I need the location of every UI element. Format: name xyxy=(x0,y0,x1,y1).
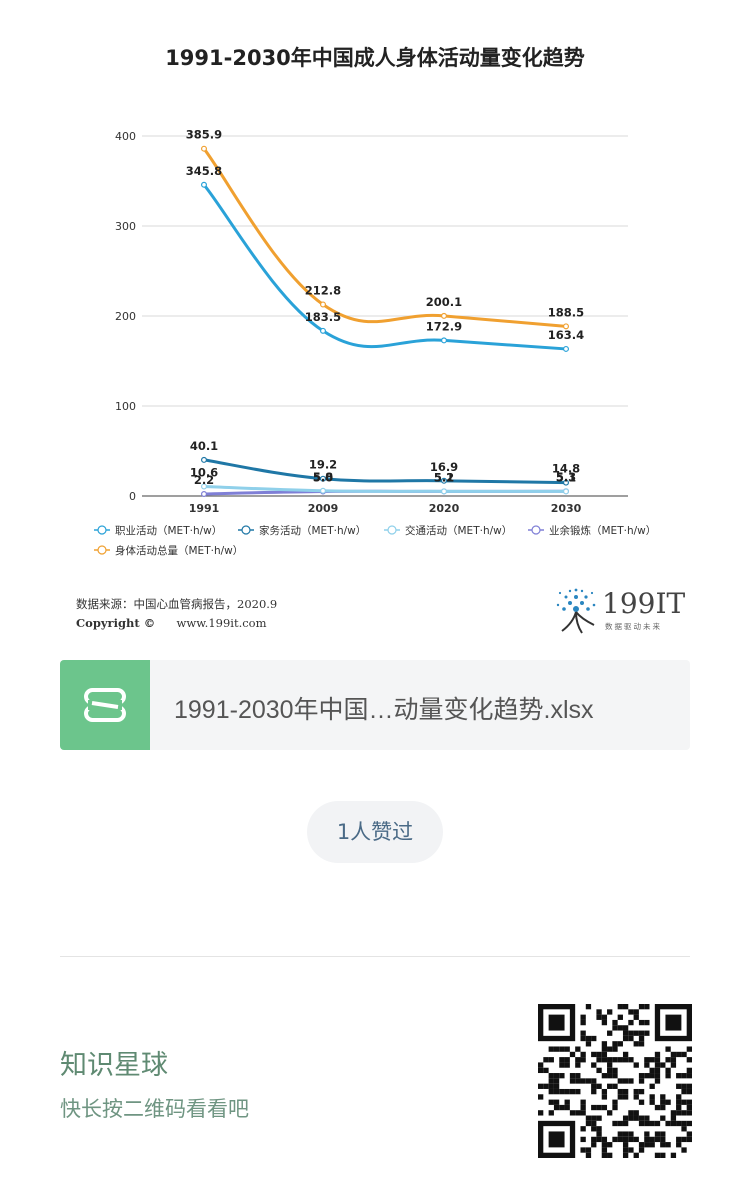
data-label: 40.1 xyxy=(190,439,218,453)
attachment-file-name: 1991-2030年中国…动量变化趋势.xlsx xyxy=(174,696,594,724)
data-label: 183.5 xyxy=(305,310,341,324)
data-source-text: 数据来源：中国心血管病报告，2020.9 xyxy=(76,597,278,611)
y-tick-label: 100 xyxy=(115,400,136,413)
data-point xyxy=(201,456,208,463)
y-tick-label: 400 xyxy=(115,130,136,143)
x-tick-label: 2009 xyxy=(308,502,339,515)
x-tick-label: 1991 xyxy=(189,502,220,515)
legend-label: 身体活动总量（MET·h/w） xyxy=(115,544,243,557)
logo-text: 199IT xyxy=(602,587,686,620)
logo-subtitle: 数据驱动未来 xyxy=(605,622,662,631)
copyright-text: Copyright © xyxy=(76,616,156,630)
data-label: 2.2 xyxy=(194,473,214,487)
chart-title: 1991-2030年中国成人身体活动量变化趋势 xyxy=(165,46,585,70)
legend-label: 业余锻炼（MET·h/w） xyxy=(549,524,656,537)
y-tick-label: 200 xyxy=(115,310,136,323)
data-point xyxy=(441,488,448,495)
series-line xyxy=(202,183,567,351)
y-tick-label: 0 xyxy=(129,490,136,503)
legend-label: 交通活动（MET·h/w） xyxy=(405,524,512,537)
dandelion-logo-icon xyxy=(556,588,596,634)
data-label: 10.6 xyxy=(190,465,218,479)
data-label: 5.2 xyxy=(434,470,454,484)
data-point xyxy=(320,327,327,334)
legend-marker xyxy=(97,545,107,555)
data-label: 385.9 xyxy=(186,128,222,142)
legend-marker xyxy=(387,525,397,535)
data-point xyxy=(201,483,208,490)
qr-code-icon[interactable] xyxy=(538,1004,692,1158)
series-line xyxy=(202,147,567,328)
chart-image: 1991-2030年中国成人身体活动量变化趋势 0 100 200 300 400 199… xyxy=(76,46,692,637)
brand-logo: 199IT 数据驱动未来 xyxy=(552,585,692,637)
planet-subtitle: 快长按二维码看看吧 xyxy=(60,1097,249,1121)
data-label: 212.8 xyxy=(305,283,341,297)
data-point xyxy=(441,477,448,484)
data-label: 19.2 xyxy=(309,458,337,472)
data-point xyxy=(562,488,569,495)
data-point xyxy=(562,345,569,352)
y-tick-label: 300 xyxy=(115,220,136,233)
x-tick-label: 2020 xyxy=(429,502,460,515)
planet-title: 知识星球 xyxy=(60,1050,168,1081)
series-line xyxy=(203,458,567,485)
data-label: 200.1 xyxy=(426,295,462,309)
like-button[interactable]: 1人赞过 xyxy=(307,801,443,863)
data-label: 16.9 xyxy=(430,460,458,474)
data-label: 188.5 xyxy=(548,305,584,319)
data-label: 5.1 xyxy=(434,470,454,484)
series-line xyxy=(203,484,567,493)
spreadsheet-s-icon xyxy=(60,660,150,750)
data-label: 5.3 xyxy=(556,470,576,484)
data-label: 5.1 xyxy=(556,470,576,484)
data-point xyxy=(320,487,327,494)
source-url: www.199it.com xyxy=(176,616,267,630)
data-label: 5.8 xyxy=(313,470,333,484)
data-point xyxy=(562,323,569,330)
legend-label: 家务活动（MET·h/w） xyxy=(259,524,366,537)
legend-marker xyxy=(241,525,251,535)
x-tick-label: 2030 xyxy=(551,502,582,515)
line-chart: 0 100 200 300 400 1991 2009 2020 2030 345.8 183.5 1… xyxy=(94,128,656,557)
legend-marker xyxy=(531,525,541,535)
data-label: 172.9 xyxy=(426,319,462,333)
legend-marker xyxy=(97,525,107,535)
data-label: 5.0 xyxy=(313,471,333,485)
copyright-line: Copyright © www.199it.com xyxy=(76,616,267,630)
data-point xyxy=(201,145,208,152)
data-point xyxy=(201,491,208,498)
attachment-card[interactable]: 1991-2030年中国…动量变化趋势.xlsx xyxy=(60,660,690,750)
data-point xyxy=(320,301,327,308)
data-label: 163.4 xyxy=(548,328,584,342)
data-point xyxy=(320,475,327,482)
data-label: 345.8 xyxy=(186,164,222,178)
data-point xyxy=(441,337,448,344)
data-point xyxy=(562,479,569,486)
data-label: 14.8 xyxy=(552,462,580,476)
legend-label: 职业活动（MET·h/w） xyxy=(115,525,222,537)
section-divider xyxy=(60,956,690,957)
data-point xyxy=(201,181,208,188)
data-point xyxy=(441,312,448,319)
